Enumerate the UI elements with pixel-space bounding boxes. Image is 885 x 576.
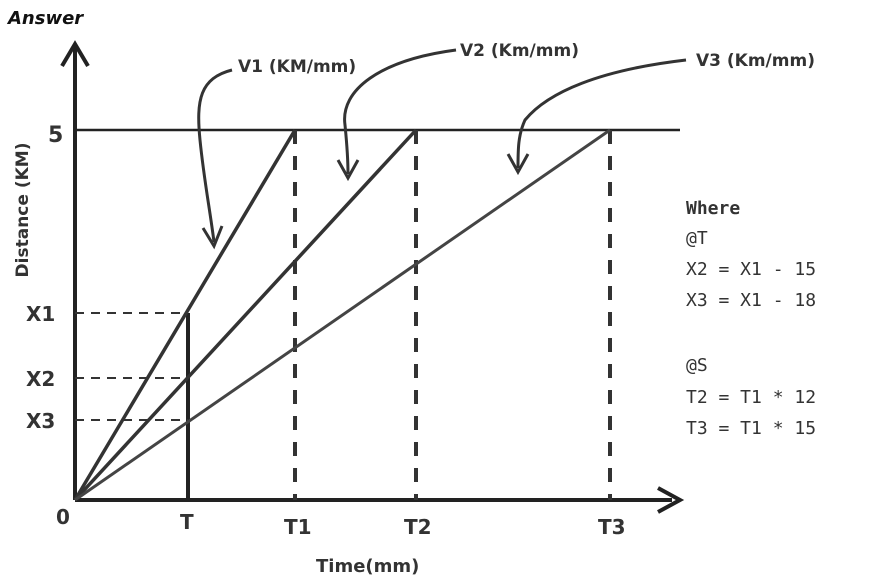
origin-label: 0	[56, 505, 70, 529]
v1-callout-arrowhead	[201, 225, 224, 250]
v2-line	[73, 128, 418, 502]
v1-callout-arrow	[197, 68, 233, 243]
v1-label: V1 (KM/mm)	[238, 57, 356, 77]
t3-tick-label: T3	[598, 515, 626, 539]
notes-group1-label: @T	[686, 228, 708, 249]
v3-label: V3 (Km/mm)	[696, 51, 815, 71]
x2-tick-label: X2	[26, 367, 55, 391]
t1-tick-label: T1	[284, 515, 312, 539]
y-top-tick-label: 5	[48, 123, 63, 148]
notes-equation-t3: T3 = T1 * 15	[686, 418, 816, 439]
answer-heading: Answer	[6, 8, 84, 29]
notes-equation-x2: X2 = X1 - 15	[686, 259, 816, 280]
t-tick-label: T	[180, 510, 194, 534]
x-axis-arrow	[657, 486, 685, 514]
y-axis-label: Distance (KM)	[13, 143, 33, 278]
v2-callout-arrowhead	[336, 159, 360, 182]
notes-title: Where	[686, 198, 740, 219]
notes-group2-label: @S	[686, 355, 708, 376]
v2-label: V2 (Km/mm)	[460, 41, 579, 61]
y-axis-arrow	[60, 40, 90, 68]
v3-callout-arrowhead	[506, 153, 530, 176]
v3-line	[74, 128, 611, 502]
x-axis-label: Time(mm)	[316, 556, 419, 576]
v2-callout-arrow	[343, 48, 457, 175]
notes-equation-t2: T2 = T1 * 12	[686, 387, 816, 408]
x3-tick-label: X3	[26, 409, 55, 433]
notes-equation-x3: X3 = X1 - 18	[686, 290, 816, 311]
t2-tick-label: T2	[404, 515, 432, 539]
v3-callout-arrow	[516, 58, 687, 169]
x1-tick-label: X1	[26, 302, 55, 326]
v1-line	[73, 129, 297, 501]
